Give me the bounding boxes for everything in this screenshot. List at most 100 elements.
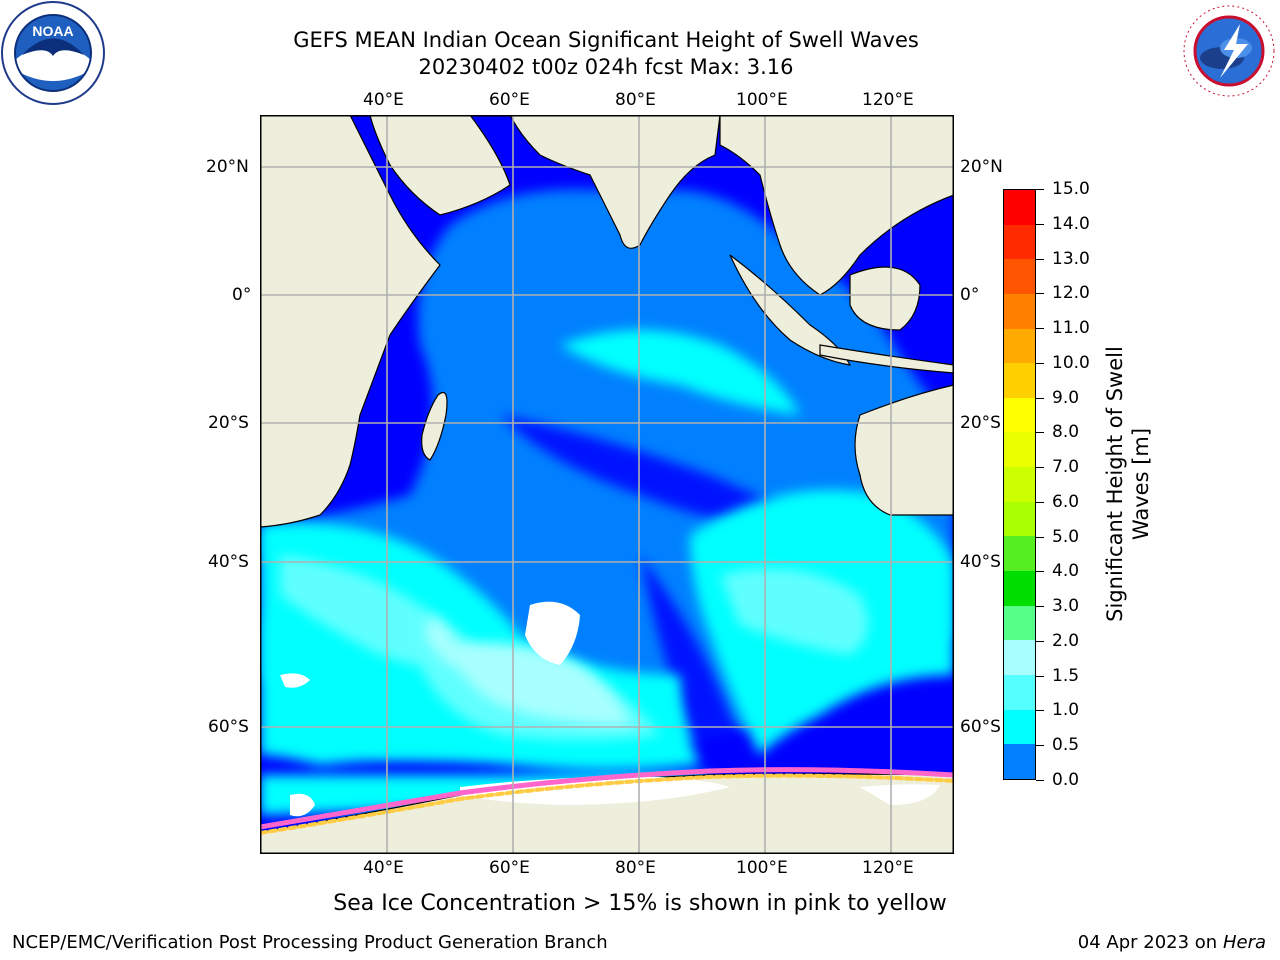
land-madagascar — [421, 391, 448, 461]
land-arabia — [369, 115, 511, 216]
noaa-logo-icon: NOAA — [1, 1, 105, 105]
land-india — [509, 115, 721, 249]
top-lon-label: 40°E — [363, 90, 404, 110]
map-title-line1: GEFS MEAN Indian Ocean Significant Heigh… — [293, 28, 919, 52]
colorbar — [1003, 189, 1036, 780]
colorbar-tick-mark — [1036, 398, 1044, 399]
colorbar-segment — [1004, 744, 1035, 779]
land-borneo — [849, 266, 921, 331]
bottom-lon-label: 60°E — [489, 858, 530, 878]
colorbar-tick-mark — [1036, 328, 1044, 329]
noaa-logo-text: NOAA — [32, 23, 73, 39]
colorbar-tick-mark — [1036, 432, 1044, 433]
top-lon-label: 80°E — [615, 90, 656, 110]
right-lat-label: 40°S — [960, 552, 1001, 572]
colorbar-tick-mark — [1036, 780, 1044, 781]
swell-height-map — [260, 115, 954, 854]
left-lat-label: 20°N — [206, 157, 249, 177]
colorbar-tick-label: 0.0 — [1052, 770, 1080, 790]
colorbar-segment — [1004, 397, 1035, 433]
swell-band-2-0-3-0 — [425, 615, 630, 725]
colorbar-tick-mark — [1036, 571, 1044, 572]
right-lat-label: 0° — [960, 285, 980, 305]
colorbar-segment — [1004, 674, 1035, 710]
colorbar-tick-mark — [1036, 189, 1044, 190]
colorbar-segment — [1004, 224, 1035, 260]
colorbar-tick-label: 7.0 — [1052, 457, 1080, 477]
colorbar-segment — [1004, 640, 1035, 675]
left-lat-label: 60°S — [208, 717, 249, 737]
right-lat-label: 60°S — [960, 717, 1001, 737]
map-title-line2: 20230402 t00z 024h fcst Max: 3.16 — [418, 55, 794, 79]
colorbar-label-line2: Waves [m] — [1129, 427, 1153, 541]
colorbar-tick-label: 4.0 — [1052, 561, 1080, 581]
nws-logo — [1178, 0, 1280, 102]
colorbar-segment — [1004, 536, 1035, 572]
colorbar-segment — [1004, 328, 1035, 364]
left-lat-label: 20°S — [208, 413, 249, 433]
sea-ice-caption: Sea Ice Concentration > 15% is shown in … — [333, 891, 947, 916]
colorbar-segment — [1004, 709, 1035, 745]
colorbar-segment — [1004, 259, 1035, 294]
colorbar-segment — [1004, 501, 1035, 537]
bottom-lon-label: 100°E — [736, 858, 788, 878]
land-australia — [854, 384, 954, 516]
footer-credit: NCEP/EMC/Verification Post Processing Pr… — [12, 932, 608, 953]
colorbar-tick-label: 13.0 — [1052, 249, 1090, 269]
graticule — [260, 115, 954, 854]
colorbar-segment — [1004, 432, 1035, 468]
colorbar-tick-label: 1.0 — [1052, 700, 1080, 720]
left-lat-label: 0° — [232, 285, 252, 305]
colorbar-tick-label: 15.0 — [1052, 179, 1090, 199]
colorbar-tick-label: 11.0 — [1052, 318, 1090, 338]
colorbar-tick-label: 2.0 — [1052, 631, 1080, 651]
bottom-lon-label: 40°E — [363, 858, 404, 878]
sea-ice-edge — [260, 767, 954, 835]
colorbar-tick-label: 0.5 — [1052, 735, 1080, 755]
colorbar-tick-mark — [1036, 467, 1044, 468]
right-lat-label: 20°S — [960, 413, 1001, 433]
colorbar-tick-mark — [1036, 710, 1044, 711]
footer-host: Hera — [1222, 932, 1266, 953]
colorbar-segment — [1004, 571, 1035, 606]
land-masses — [260, 115, 954, 854]
bottom-lon-label: 80°E — [615, 858, 656, 878]
noaa-logo: NOAA — [0, 0, 106, 106]
colorbar-segment — [1004, 467, 1035, 502]
footer-date: 04 Apr 2023 on Hera — [1078, 932, 1266, 954]
colorbar-tick-label: 5.0 — [1052, 527, 1080, 547]
colorbar-tick-label: 10.0 — [1052, 353, 1090, 373]
top-lon-label: 120°E — [862, 90, 914, 110]
colorbar-segment — [1004, 293, 1035, 329]
land-java — [819, 344, 954, 374]
colorbar-tick-mark — [1036, 537, 1044, 538]
footer-date-text: 04 Apr 2023 on — [1077, 932, 1223, 953]
colorbar-segment — [1004, 363, 1035, 398]
colorbar-segment — [1004, 190, 1035, 225]
colorbar-tick-mark — [1036, 363, 1044, 364]
colorbar-tick-mark — [1036, 293, 1044, 294]
colorbar-tick-mark — [1036, 745, 1044, 746]
colorbar-tick-mark — [1036, 606, 1044, 607]
land-africa — [260, 115, 441, 528]
top-lon-label: 60°E — [489, 90, 530, 110]
bottom-lon-label: 120°E — [862, 858, 914, 878]
colorbar-tick-label: 9.0 — [1052, 388, 1080, 408]
nws-logo-icon — [1180, 2, 1278, 100]
colorbar-tick-label: 6.0 — [1052, 492, 1080, 512]
colorbar-tick-mark — [1036, 224, 1044, 225]
map-panel — [260, 115, 954, 854]
right-lat-label: 20°N — [960, 157, 1003, 177]
land-se-asia — [719, 115, 954, 296]
colorbar-tick-label: 8.0 — [1052, 422, 1080, 442]
left-lat-label: 40°S — [208, 552, 249, 572]
top-lon-label: 100°E — [736, 90, 788, 110]
map-frame — [260, 115, 954, 854]
colorbar-tick-mark — [1036, 641, 1044, 642]
colorbar-tick-mark — [1036, 259, 1044, 260]
colorbar-tick-label: 3.0 — [1052, 596, 1080, 616]
colorbar-tick-mark — [1036, 502, 1044, 503]
colorbar-tick-label: 1.5 — [1052, 666, 1080, 686]
colorbar-label-line1: Significant Height of Swell — [1103, 346, 1127, 622]
colorbar-tick-label: 12.0 — [1052, 283, 1090, 303]
